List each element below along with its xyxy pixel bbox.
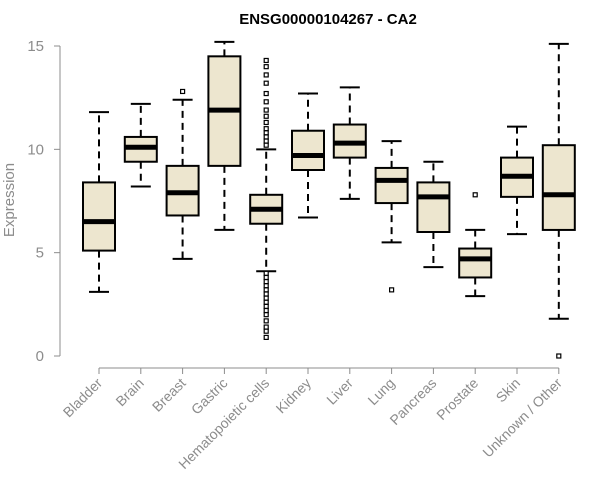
x-tick-label: Brain xyxy=(112,375,146,409)
box-group xyxy=(458,192,493,298)
outlier-point xyxy=(263,299,269,305)
box-group xyxy=(541,42,576,359)
outlier-point xyxy=(263,274,269,281)
outlier-point xyxy=(263,99,269,105)
outlier-point xyxy=(263,126,269,132)
boxes xyxy=(82,40,576,359)
y-axis-label: Expression xyxy=(1,163,18,237)
x-tick-label: Skin xyxy=(493,375,524,406)
outlier-point xyxy=(263,312,269,318)
x-tick-label: Bladder xyxy=(60,375,106,421)
outlier-point xyxy=(263,334,269,340)
outlier-point xyxy=(263,113,269,119)
x-tick-label: Liver xyxy=(323,375,356,408)
outlier-point xyxy=(389,287,395,293)
outlier-point xyxy=(263,295,269,301)
outlier-point xyxy=(263,328,269,334)
outlier-point xyxy=(263,279,269,285)
outlier-point xyxy=(263,72,269,78)
box xyxy=(291,129,325,172)
outlier-point xyxy=(263,291,269,297)
x-tick-label: Unknown / Other xyxy=(479,375,565,461)
outlier-point xyxy=(180,88,186,95)
outlier-point xyxy=(263,107,269,113)
outlier-point xyxy=(263,283,269,289)
outlier-point xyxy=(263,130,269,136)
outlier-point xyxy=(263,270,269,276)
outlier-point xyxy=(263,287,269,293)
box-group xyxy=(291,92,325,219)
box-group xyxy=(82,111,116,293)
outlier-point xyxy=(472,192,478,198)
outlier-point xyxy=(263,57,269,64)
y-tick-label: 5 xyxy=(36,245,44,262)
y-tick-label: 15 xyxy=(27,38,44,55)
box xyxy=(458,247,493,279)
outlier-point xyxy=(263,119,269,126)
outlier-point xyxy=(263,80,269,86)
box xyxy=(416,181,451,233)
outlier-point xyxy=(263,318,269,324)
outlier-point xyxy=(263,90,269,97)
box xyxy=(541,144,576,231)
box-group xyxy=(374,140,409,293)
x-tick-label: Lung xyxy=(364,375,397,408)
outlier-point xyxy=(263,134,269,140)
box-group xyxy=(123,102,158,188)
chart-title: ENSG00000104267 - CA2 xyxy=(239,11,417,28)
box-group xyxy=(207,40,242,231)
y-tick-label: 0 xyxy=(36,348,44,365)
outlier-point xyxy=(263,303,269,309)
box xyxy=(374,166,409,205)
outlier-point xyxy=(263,324,269,330)
box-group xyxy=(249,57,284,340)
outlier-point xyxy=(263,64,269,70)
box-group xyxy=(416,160,451,269)
x-tick-label: Kidney xyxy=(273,375,315,417)
outlier-point xyxy=(556,353,562,359)
box-group xyxy=(332,86,367,200)
x-tick-label: Breast xyxy=(149,375,189,415)
outlier-point xyxy=(263,138,269,144)
outlier-point xyxy=(263,307,269,314)
box-group xyxy=(500,125,534,236)
box-group xyxy=(165,88,200,260)
outlier-point xyxy=(263,142,269,148)
y-tick-label: 10 xyxy=(27,141,44,158)
x-tick-label: Prostate xyxy=(433,375,481,423)
box xyxy=(82,181,116,252)
